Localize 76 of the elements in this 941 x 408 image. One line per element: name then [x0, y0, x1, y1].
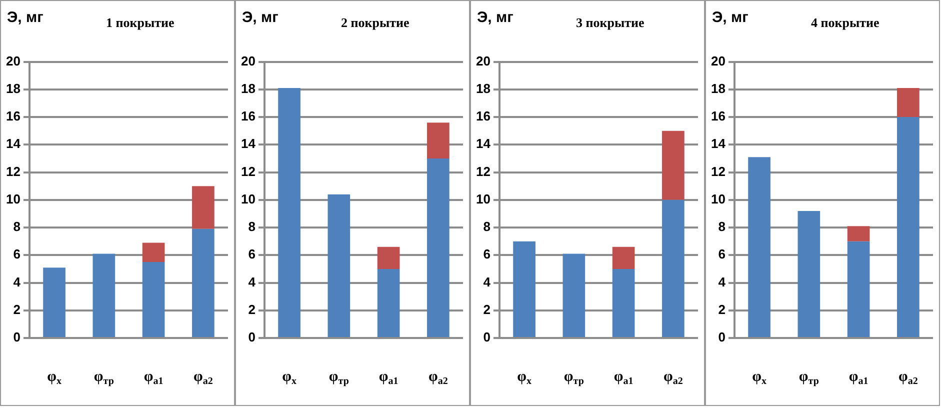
bar — [427, 158, 450, 337]
y-axis-title: Э, мг — [477, 9, 514, 26]
y-tick-label: 18 — [710, 81, 726, 96]
y-tick-label: 2 — [13, 302, 20, 317]
chart-title: 1 покрытие — [106, 15, 174, 31]
bar — [513, 241, 536, 337]
bar — [662, 130, 684, 200]
bar — [43, 268, 66, 337]
bar — [328, 194, 350, 337]
bar — [748, 157, 770, 337]
bar — [192, 186, 214, 229]
y-tick-label: 16 — [476, 108, 490, 124]
y-tick-label: 2 — [483, 302, 490, 317]
y-tick-label: 12 — [6, 164, 20, 179]
y-tick-label: 20 — [240, 53, 256, 68]
y-tick-label: 14 — [476, 136, 492, 152]
y-tick-label: 14 — [710, 136, 726, 152]
y-tick-label: 2 — [248, 302, 256, 317]
y-tick-label: 16 — [710, 108, 726, 124]
chart-title: 4 покрытие — [811, 15, 880, 31]
y-tick-label: 6 — [483, 246, 490, 262]
y-tick-label: 0 — [13, 330, 20, 345]
y-tick-label: 14 — [240, 136, 256, 152]
y-tick-label: 4 — [718, 274, 726, 290]
y-tick-label: 0 — [248, 330, 256, 345]
bar — [192, 228, 214, 337]
bar — [142, 262, 165, 337]
y-tick-label: 18 — [6, 81, 20, 96]
bar — [562, 254, 586, 337]
y-tick-label: 12 — [710, 164, 726, 179]
bar — [847, 241, 870, 337]
y-axis-title: Э, мг — [712, 9, 748, 26]
y-tick-label: 2 — [718, 302, 726, 317]
bar — [612, 268, 635, 337]
y-tick-label: 16 — [240, 108, 256, 124]
y-axis-title: Э, мг — [7, 9, 44, 26]
y-tick-label: 20 — [6, 53, 20, 68]
y-tick-label: 6 — [718, 246, 726, 262]
bar — [798, 210, 820, 337]
y-tick-label: 10 — [710, 191, 726, 206]
y-tick-label: 18 — [476, 81, 490, 96]
bar — [612, 246, 635, 269]
chart-title: 2 покрытие — [341, 15, 410, 31]
bar — [897, 88, 920, 118]
bar — [662, 200, 684, 337]
y-tick-label: 12 — [476, 164, 490, 179]
bar — [92, 254, 116, 337]
bar — [427, 122, 450, 158]
y-tick-label: 6 — [13, 246, 20, 262]
bar — [847, 226, 870, 242]
bar — [278, 88, 300, 337]
y-tick-label: 20 — [710, 53, 726, 68]
y-tick-label: 4 — [13, 274, 22, 290]
y-tick-label: 8 — [13, 219, 20, 234]
y-tick-label: 10 — [476, 191, 490, 206]
y-axis-title: Э, мг — [242, 9, 278, 26]
y-tick-label: 6 — [248, 246, 256, 262]
y-tick-label: 8 — [483, 219, 490, 234]
y-tick-label: 0 — [718, 330, 726, 345]
y-tick-label: 16 — [6, 108, 20, 124]
y-tick-label: 10 — [240, 191, 256, 206]
y-tick-label: 20 — [476, 53, 490, 68]
y-tick-label: 0 — [483, 330, 490, 345]
y-tick-label: 8 — [718, 219, 726, 234]
y-tick-label: 10 — [6, 191, 20, 206]
y-tick-label: 4 — [483, 274, 492, 290]
bar — [142, 242, 165, 262]
y-tick-label: 12 — [240, 164, 256, 179]
y-tick-label: 4 — [248, 274, 256, 290]
y-tick-label: 14 — [6, 136, 22, 152]
bar — [897, 117, 920, 337]
bar — [377, 268, 400, 337]
y-tick-label: 8 — [248, 219, 256, 234]
bar — [377, 246, 400, 269]
chart-title: 3 покрытие — [576, 15, 644, 31]
y-tick-label: 18 — [240, 81, 256, 96]
